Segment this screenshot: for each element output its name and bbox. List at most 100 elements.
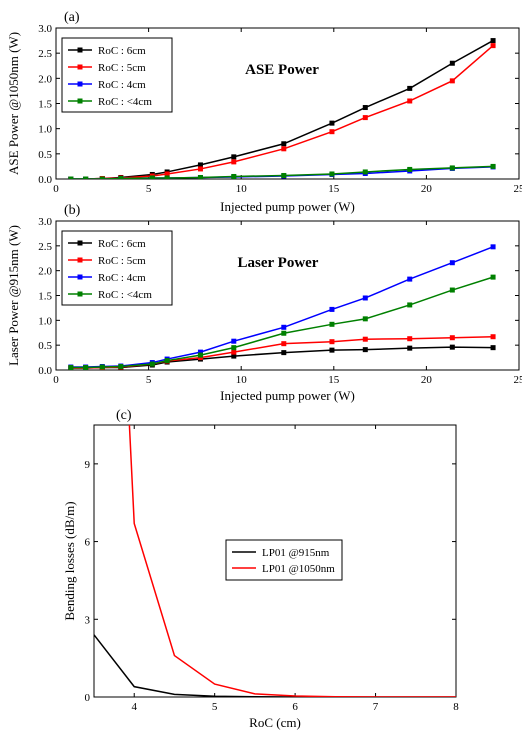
data-point-b-2-8 — [281, 324, 287, 330]
data-point-b-1-12 — [449, 335, 455, 341]
legend-marker — [77, 274, 83, 280]
plot-area-c — [94, 425, 456, 697]
y-tick-label: 3.0 — [38, 23, 52, 35]
y-tick-label: 0.5 — [38, 340, 52, 352]
chart-annotation: ASE Power — [245, 62, 319, 78]
data-point-b-0-13 — [490, 345, 496, 351]
data-point-a-1-5 — [164, 171, 170, 177]
data-point-a-1-10 — [362, 115, 368, 121]
legend-entry: RoC : 6cm — [98, 45, 146, 57]
data-point-a-1-13 — [490, 43, 496, 49]
data-point-a-0-8 — [281, 141, 287, 147]
data-point-a-3-5 — [164, 175, 170, 179]
data-point-a-3-12 — [449, 165, 455, 171]
data-point-a-0-6 — [197, 162, 203, 168]
legend-marker — [77, 240, 83, 246]
series-line-c-1 — [128, 425, 456, 697]
y-tick-label: 3 — [85, 614, 91, 626]
legend-entry: RoC : 4cm — [98, 79, 146, 91]
x-tick-label: 10 — [236, 374, 248, 386]
x-tick-label: 25 — [514, 374, 522, 386]
data-point-b-2-13 — [490, 244, 496, 250]
x-axis-label: RoC (cm) — [249, 715, 301, 730]
data-point-b-2-9 — [329, 306, 335, 312]
data-point-b-3-12 — [449, 287, 455, 293]
data-point-b-3-5 — [164, 358, 170, 364]
legend-marker — [77, 257, 83, 263]
x-tick-label: 8 — [453, 701, 459, 713]
data-point-a-0-11 — [407, 85, 413, 91]
data-point-b-0-7 — [231, 353, 237, 359]
data-point-a-3-6 — [197, 174, 203, 179]
data-point-a-3-11 — [407, 166, 413, 172]
data-point-b-3-2 — [99, 364, 105, 370]
data-point-a-3-4 — [149, 175, 155, 179]
y-axis-label: ASE Power @1050nm (W) — [6, 32, 21, 175]
data-point-a-0-7 — [231, 154, 237, 160]
y-tick-label: 2.0 — [38, 266, 52, 278]
data-point-a-3-10 — [362, 169, 368, 175]
y-tick-label: 0 — [85, 692, 91, 704]
data-point-a-1-12 — [449, 78, 455, 84]
data-point-b-3-11 — [407, 302, 413, 308]
data-point-b-2-10 — [362, 295, 368, 301]
y-tick-label: 0.5 — [38, 149, 52, 161]
data-point-b-1-13 — [490, 334, 496, 340]
data-point-b-0-12 — [449, 344, 455, 350]
data-point-a-3-2 — [99, 176, 105, 179]
data-point-a-3-3 — [118, 175, 124, 179]
x-axis-label: Injected pump power (W) — [220, 199, 355, 214]
chart-annotation: Laser Power — [238, 255, 319, 271]
data-point-a-0-9 — [329, 120, 335, 126]
legend-entry: RoC : 4cm — [98, 272, 146, 284]
x-tick-label: 7 — [373, 701, 379, 713]
y-tick-label: 2.5 — [38, 241, 52, 253]
series-line-b-3 — [70, 276, 494, 369]
data-point-a-3-9 — [329, 171, 335, 177]
y-axis-label: Bending losses (dB/m) — [62, 501, 77, 620]
data-point-b-1-11 — [407, 336, 413, 342]
x-tick-label: 0 — [53, 183, 59, 195]
data-point-b-2-12 — [449, 260, 455, 266]
data-point-a-0-10 — [362, 105, 368, 111]
y-tick-label: 1.0 — [38, 315, 52, 327]
data-point-b-0-11 — [407, 345, 413, 351]
legend-entry: RoC : <4cm — [98, 96, 152, 108]
y-tick-label: 0.0 — [38, 365, 52, 377]
x-tick-label: 5 — [212, 701, 218, 713]
legend-box-c — [225, 539, 343, 581]
plot-area-b — [68, 244, 496, 370]
panel-a: 0 5 10 15 20 25 0.0 0.5 1.0 1.5 2.0 2.5 3.0 Injected … — [6, 10, 522, 214]
x-tick-label: 4 — [131, 701, 137, 713]
legend-entry: RoC : 6cm — [98, 238, 146, 250]
y-tick-label: 1.5 — [38, 291, 52, 303]
data-point-a-3-1 — [83, 176, 89, 179]
x-tick-label: 10 — [236, 183, 248, 195]
data-point-a-1-8 — [281, 146, 287, 152]
y-tick-label: 2.0 — [38, 73, 52, 85]
data-point-b-1-8 — [281, 341, 287, 347]
legend-entry: RoC : 5cm — [98, 62, 146, 74]
panel-c: 4 5 6 7 8 0 3 6 9 RoC (cm) Bending losses (dB/m) (c… — [62, 408, 459, 730]
legend-entry: LP01 @915nm — [262, 547, 330, 559]
y-tick-label: 9 — [85, 459, 91, 471]
data-point-b-3-3 — [118, 364, 124, 370]
series-line-c-0 — [94, 634, 456, 697]
data-point-a-0-13 — [490, 38, 496, 44]
data-point-a-3-13 — [490, 163, 496, 169]
y-axis-label: Laser Power @915nm (W) — [6, 225, 21, 366]
data-point-b-1-10 — [362, 336, 368, 342]
series-line-a-3 — [70, 165, 494, 179]
data-point-b-3-9 — [329, 321, 335, 327]
data-point-a-1-11 — [407, 98, 413, 104]
x-tick-label: 5 — [146, 374, 152, 386]
data-point-b-3-7 — [231, 345, 237, 351]
legend-marker — [77, 47, 83, 53]
data-point-a-3-8 — [281, 172, 287, 178]
y-tick-label: 1.5 — [38, 99, 52, 111]
data-point-b-0-9 — [329, 347, 335, 353]
y-tick-label: 1.0 — [38, 124, 52, 136]
x-tick-label: 6 — [292, 701, 298, 713]
data-point-a-0-12 — [449, 60, 455, 66]
